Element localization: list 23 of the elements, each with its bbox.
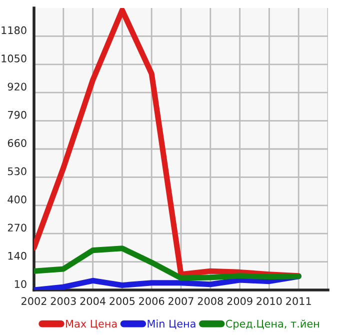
x-tick-label: 2010 [256, 297, 282, 306]
y-tick-label: 660 [8, 139, 26, 147]
x-tick-label: 2004 [80, 297, 106, 306]
y-tick-label: 400 [8, 196, 26, 204]
legend-label: Min Цена [148, 320, 196, 330]
x-tick-label: 2009 [227, 297, 252, 306]
legend-label: Сред.Цена, т.йен [226, 320, 319, 330]
y-tick-label: 140 [8, 252, 26, 260]
y-tick-label: 920 [8, 82, 26, 91]
y-tick-label: 790 [8, 110, 26, 119]
x-tick-label: 2003 [50, 297, 76, 306]
x-tick-label: 2002 [22, 297, 46, 306]
x-tick-label: 2011 [286, 297, 311, 306]
y-tick-label: 10 [14, 280, 26, 288]
x-tick-label: 2006 [139, 297, 164, 306]
legend-label: Max Цена [66, 320, 117, 330]
y-tick-label: 1180 [2, 26, 26, 34]
y-tick-label: 270 [8, 224, 26, 232]
x-tick-label: 2008 [198, 297, 223, 306]
x-tick-label: 2007 [168, 297, 194, 306]
y-tick-label: 530 [8, 167, 26, 176]
y-tick-label: 1050 [2, 54, 26, 62]
x-tick-label: 2005 [110, 297, 135, 306]
